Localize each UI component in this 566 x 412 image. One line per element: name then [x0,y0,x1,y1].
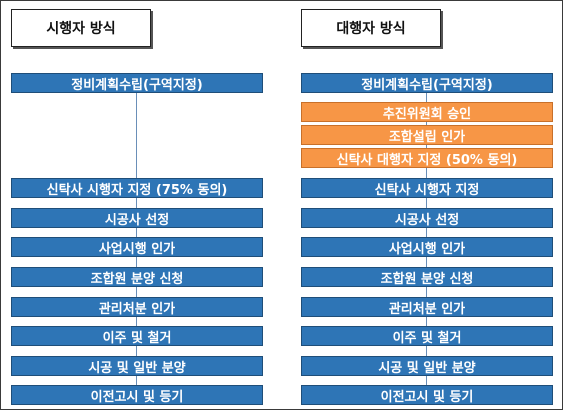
left-step-disposal-approval: 관리처분 인가 [11,297,263,317]
right-step-disposal-approval: 관리처분 인가 [301,297,553,317]
right-step-trust-agent: 신탁사 대행자 지정 (50% 동의) [301,148,553,168]
right-step-union-approval: 조합설립 인가 [301,125,553,145]
right-step-committee: 추진위원회 승인 [301,102,553,122]
right-step-trust-executor: 신탁사 시행자 지정 [301,178,553,198]
right-column-title: 대행자 방식 [301,9,441,47]
right-step-member-sale: 조합원 분양 신청 [301,267,553,287]
right-step-contractor: 시공사 선정 [301,208,553,228]
left-step-member-sale: 조합원 분양 신청 [11,267,263,287]
right-step-plan: 정비계획수립(구역지정) [301,73,553,93]
left-step-plan: 정비계획수립(구역지정) [11,73,263,93]
left-step-transfer: 이전고시 및 등기 [11,385,263,405]
left-step-trust-executor: 신탁사 시행자 지정 (75% 동의) [11,178,263,198]
right-step-project-approval: 사업시행 인가 [301,237,553,257]
right-step-transfer: 이전고시 및 등기 [301,385,553,405]
left-step-construction: 시공 및 일반 분양 [11,356,263,376]
left-column-title: 시행자 방식 [11,9,151,47]
left-step-relocation: 이주 및 철거 [11,326,263,346]
right-step-relocation: 이주 및 철거 [301,326,553,346]
left-step-contractor: 시공사 선정 [11,208,263,228]
left-step-project-approval: 사업시행 인가 [11,237,263,257]
right-step-construction: 시공 및 일반 분양 [301,356,553,376]
